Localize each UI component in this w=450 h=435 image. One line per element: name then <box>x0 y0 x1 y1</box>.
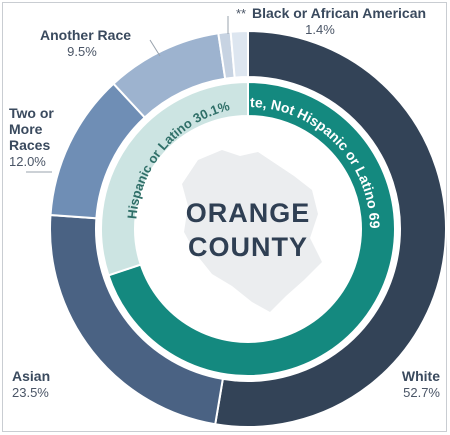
label-asian-name: Asian <box>12 368 50 384</box>
county-map-shape <box>182 150 322 312</box>
inner-slice-0 <box>107 80 396 377</box>
county-label-line-1: ORANGE <box>186 198 311 228</box>
leader-line-0 <box>149 39 161 57</box>
label-black-pct: 1.4% <box>305 22 335 37</box>
outer-slice-5 <box>229 29 249 79</box>
label-another-race-pct: 9.5% <box>67 44 97 59</box>
label-white-pct: 52.7% <box>403 385 440 400</box>
label-two-more-name-3: Races <box>9 137 50 153</box>
label-black-name: Black or African American <box>252 5 426 21</box>
label-two-more-name-2: More <box>9 121 43 137</box>
label-asian-pct: 23.5% <box>12 385 49 400</box>
inner-slice-1 <box>100 80 249 277</box>
county-label-line-2: COUNTY <box>188 232 308 262</box>
label-another-race-name: Another Race <box>40 27 131 43</box>
label-stars: ** <box>236 6 246 21</box>
label-two-more-pct: 12.0% <box>9 154 46 169</box>
outer-slice-0 <box>214 29 447 428</box>
label-white-name: White <box>402 368 440 384</box>
label-two-more-name-1: Two or <box>9 105 54 121</box>
